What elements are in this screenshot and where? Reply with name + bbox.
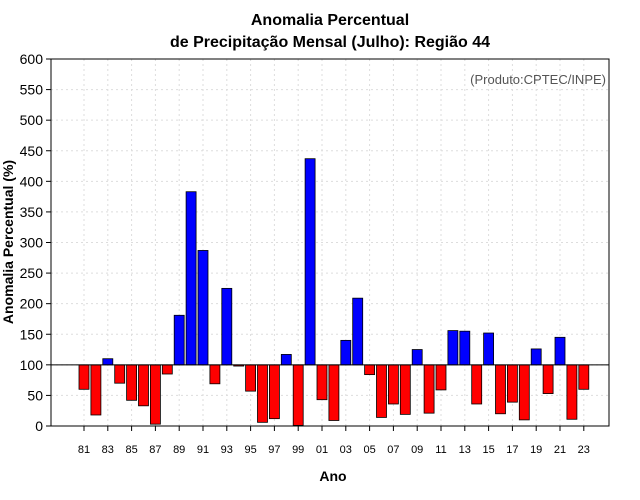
bar-17 bbox=[506, 364, 518, 403]
y-axis: 0 50 100 150 200 250 300 350 400 450 500 550 600 bbox=[20, 51, 51, 434]
bar-16 bbox=[495, 364, 506, 415]
bar-99 bbox=[292, 364, 304, 426]
xtick-label: 19 bbox=[530, 444, 542, 456]
xtick-label: 23 bbox=[578, 444, 590, 456]
bar-82 bbox=[90, 364, 102, 416]
bar-06 bbox=[376, 364, 387, 418]
xtick-label: 11 bbox=[435, 444, 446, 456]
bar-90 bbox=[185, 191, 197, 366]
bar-83 bbox=[102, 358, 114, 366]
xtick-label: 95 bbox=[244, 444, 256, 456]
bar-18 bbox=[518, 364, 530, 421]
bar-98 bbox=[280, 354, 292, 366]
bar-95 bbox=[245, 364, 257, 392]
bar-05 bbox=[364, 364, 376, 376]
xtick-label: 17 bbox=[506, 444, 518, 456]
bar-23 bbox=[578, 364, 590, 390]
xtick-label: 05 bbox=[363, 444, 375, 456]
bar-84 bbox=[114, 364, 126, 384]
bar-87 bbox=[149, 364, 161, 425]
bar-88 bbox=[161, 364, 173, 375]
bar-96 bbox=[257, 364, 268, 423]
chart-title-line2: de Precipitação Mensal (Julho): Região 4… bbox=[170, 34, 490, 51]
ytick-label: 200 bbox=[20, 296, 44, 312]
xtick-label: 97 bbox=[268, 444, 280, 456]
xtick-label: 91 bbox=[197, 444, 209, 456]
bar-11 bbox=[435, 364, 447, 391]
bar-13 bbox=[459, 330, 471, 366]
bar-19 bbox=[530, 348, 542, 366]
ytick-label: 600 bbox=[20, 51, 44, 67]
bar-89 bbox=[173, 314, 185, 366]
bar-01 bbox=[316, 364, 328, 401]
bar-10 bbox=[423, 364, 435, 414]
bar-15 bbox=[483, 332, 495, 366]
bar-93 bbox=[221, 287, 233, 366]
xtick-label: 89 bbox=[173, 444, 185, 456]
xtick-label: 21 bbox=[554, 444, 566, 456]
xtick-label: 01 bbox=[316, 444, 328, 456]
ytick-label: 50 bbox=[27, 387, 43, 403]
ytick-label: 300 bbox=[20, 235, 44, 251]
bar-08 bbox=[399, 364, 411, 415]
xtick-label: 99 bbox=[292, 444, 304, 456]
bar-07 bbox=[387, 364, 399, 405]
xtick-label: 07 bbox=[387, 444, 399, 456]
bar-97 bbox=[268, 364, 280, 420]
xtick-label: 83 bbox=[102, 444, 114, 456]
y-axis-label: Anomalia Percentual (%) bbox=[0, 160, 16, 324]
bar-09 bbox=[411, 349, 423, 366]
bar-02 bbox=[328, 364, 340, 421]
xtick-label: 03 bbox=[340, 444, 352, 456]
ytick-label: 150 bbox=[20, 326, 44, 342]
ytick-label: 500 bbox=[20, 112, 44, 128]
bar-12 bbox=[447, 330, 459, 366]
ytick-label: 550 bbox=[20, 82, 44, 98]
xtick-label: 87 bbox=[149, 444, 161, 456]
bar-92 bbox=[209, 364, 221, 385]
bar-14 bbox=[471, 364, 483, 405]
bar-91 bbox=[197, 250, 209, 366]
ytick-label: 400 bbox=[20, 173, 44, 189]
ytick-label: 100 bbox=[20, 357, 44, 373]
credit-label: (Produto:CPTEC/INPE) bbox=[470, 72, 606, 87]
xtick-label: 09 bbox=[411, 444, 423, 456]
bar-22 bbox=[566, 364, 578, 420]
x-axis-label: Ano bbox=[319, 468, 346, 484]
bar-04 bbox=[352, 297, 364, 366]
bar-20 bbox=[542, 364, 554, 394]
bar-03 bbox=[340, 339, 352, 366]
bar-81 bbox=[78, 364, 90, 390]
x-axis: 81 83 85 87 89 91 93 95 97 99 01 03 05 07 09 11 13 15 17 19… bbox=[78, 426, 590, 456]
bar-00 bbox=[304, 158, 316, 366]
xtick-label: 13 bbox=[459, 444, 471, 456]
chart-title-line1: Anomalia Percentual bbox=[251, 12, 409, 29]
bar-85 bbox=[126, 364, 137, 401]
ytick-label: 450 bbox=[20, 143, 44, 159]
bars bbox=[78, 158, 590, 426]
bar-86 bbox=[138, 364, 149, 407]
xtick-label: 93 bbox=[221, 444, 233, 456]
ytick-label: 350 bbox=[20, 204, 44, 220]
ytick-label: 0 bbox=[35, 418, 43, 434]
bar-21 bbox=[554, 336, 566, 366]
xtick-label: 81 bbox=[78, 444, 90, 456]
xtick-label: 15 bbox=[482, 444, 494, 456]
ytick-label: 250 bbox=[20, 265, 44, 281]
xtick-label: 85 bbox=[125, 444, 137, 456]
